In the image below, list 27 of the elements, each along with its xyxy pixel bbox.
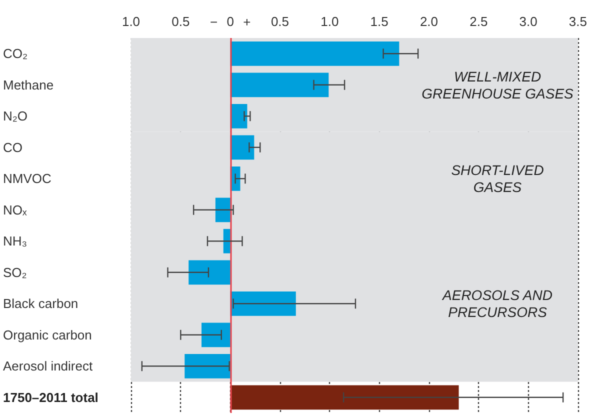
text: −: [210, 14, 218, 30]
x-tick-label: 3.0: [519, 14, 538, 29]
y-tick-label: Black carbon: [3, 296, 78, 312]
y-tick-label: NMVOC: [3, 171, 52, 186]
y-tick-label: CO₂: [3, 46, 28, 62]
annotation: WELL-MIXED GREENHOUSE GASES: [422, 68, 574, 102]
x-tick-label: 1.0: [122, 14, 140, 29]
x-tick-label: 1.0: [320, 14, 339, 29]
x-tick-label: 0: [226, 14, 234, 29]
x-tick-label: 1.5: [370, 14, 388, 29]
annotation: AEROSOLS AND PRECURSORS: [442, 287, 552, 320]
y-tick-label: N₂O: [3, 108, 28, 124]
y-tick-label: CO: [3, 140, 22, 155]
x-tick-label: 2.5: [470, 14, 488, 29]
annotation: SHORT-LIVED GASES: [451, 162, 544, 196]
y-tick-label: Methane: [3, 77, 54, 92]
x-tick-label: 0.5: [172, 14, 190, 29]
y-tick-label: NOₓ: [3, 202, 28, 218]
y-tick-label: SO₂: [3, 264, 27, 280]
x-tick-label: 3.5: [568, 14, 588, 29]
x-tick-label: 2.0: [420, 14, 438, 29]
x-tick-label: 0.5: [270, 14, 290, 29]
y-tick-label: Aerosol indirect: [3, 358, 93, 374]
text: +: [243, 14, 251, 30]
y-tick-label: Organic carbon: [3, 327, 92, 342]
y-tick-label: 1750–2011 total: [3, 390, 98, 405]
y-tick-label: NH₃: [3, 234, 28, 249]
